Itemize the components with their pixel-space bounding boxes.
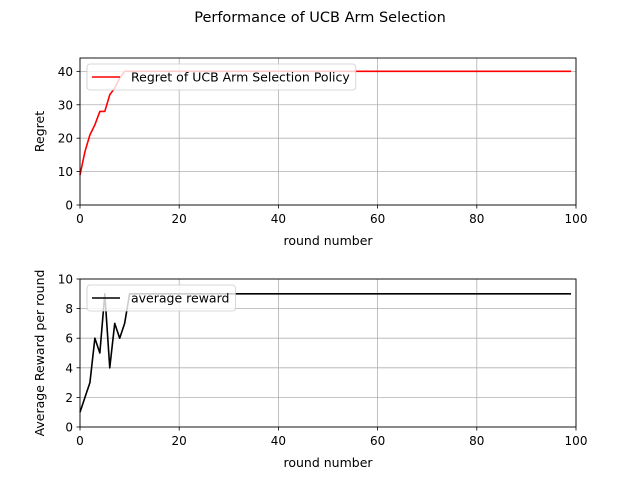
- y-axis-label: Average Reward per round: [32, 270, 47, 437]
- legend: Regret of UCB Arm Selection Policy: [86, 63, 357, 91]
- y-tick-label: 0: [65, 421, 73, 435]
- y-tick-label: 30: [58, 98, 73, 112]
- x-tick-label: 20: [172, 212, 187, 226]
- series-line-0: [79, 292, 572, 413]
- axes-frame: [79, 278, 577, 428]
- y-tick-label: 8: [65, 302, 73, 316]
- x-tick-label: 80: [469, 434, 484, 448]
- legend-label: average reward: [131, 291, 229, 306]
- axes-frame: [79, 57, 577, 206]
- x-tick-label: 0: [76, 212, 84, 226]
- y-tick-label: 10: [58, 165, 73, 179]
- legend: average reward: [86, 284, 236, 312]
- x-axis-label: round number: [283, 455, 373, 470]
- x-tick-label: 100: [565, 434, 588, 448]
- x-tick-label: 20: [172, 434, 187, 448]
- y-tick-label: 2: [65, 391, 73, 405]
- legend-label: Regret of UCB Arm Selection Policy: [131, 70, 350, 85]
- y-tick-label: 4: [65, 361, 73, 375]
- x-axis-label: round number: [283, 233, 373, 248]
- x-tick-label: 60: [370, 434, 385, 448]
- y-tick-label: 20: [58, 132, 73, 146]
- axes-bottom-average-reward: 0 20 40 60 80 100 0 2 4 6 8 10 round number Average R…: [32, 270, 587, 470]
- legend-box: [86, 63, 357, 91]
- x-tick-label: 40: [271, 212, 286, 226]
- x-tick-label: 80: [469, 212, 484, 226]
- y-tick-label: 10: [58, 273, 73, 287]
- legend-box: [86, 284, 236, 312]
- figure-title: Performance of UCB Arm Selection: [194, 10, 446, 26]
- y-tick-label: 0: [65, 199, 73, 213]
- axes-top-regret: 0 20 40 60 80 100 0 10 20 30 40 round number Regret R…: [32, 57, 588, 248]
- x-tick-label: 60: [370, 212, 385, 226]
- x-tick-label: 100: [565, 212, 588, 226]
- x-tick-label: 40: [271, 434, 286, 448]
- y-axis-label: Regret: [32, 111, 47, 152]
- x-tick-label: 0: [76, 434, 84, 448]
- y-tick-label: 40: [58, 65, 73, 79]
- y-tick-label: 6: [65, 332, 73, 346]
